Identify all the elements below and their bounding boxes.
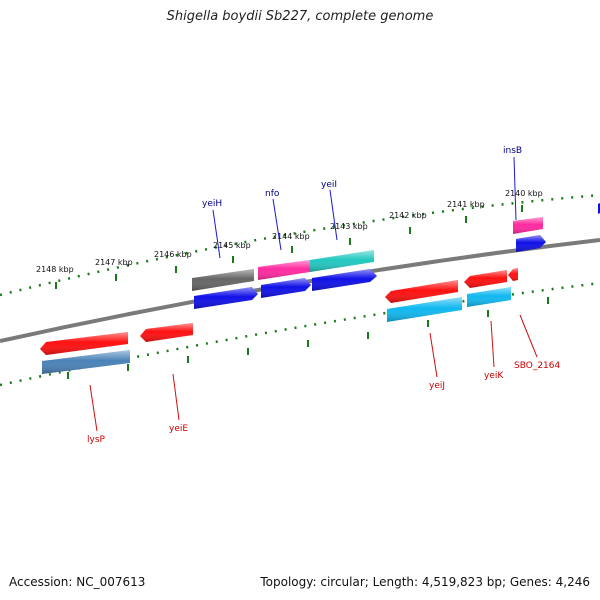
scale-label-2143: 2143 kbp: [330, 222, 368, 231]
feature-insB-gene-shade: [513, 217, 543, 234]
reverse-features: [40, 268, 518, 374]
feature-yeiI-cds-shade: [312, 269, 377, 291]
scale-label-2140: 2140 kbp: [505, 189, 543, 198]
feature-insB-cds-shade: [516, 235, 546, 252]
scale-label-2147: 2147 kbp: [95, 258, 133, 267]
feature-SBO_2164-gene-shade: [508, 268, 518, 281]
feature-yeiJ-gene-shade: [385, 280, 458, 303]
gene-label-yeiE[interactable]: yeiE: [169, 424, 188, 434]
scale-label-2146: 2146 kbp: [154, 250, 192, 259]
gene-label-yeiJ[interactable]: yeiJ: [429, 381, 445, 391]
scale-label-2145: 2145 kbp: [213, 241, 251, 250]
feature-yeiH-gene-shade: [192, 269, 254, 291]
feature-nfo-gene-shade: [258, 260, 310, 280]
gene-label-yeiH[interactable]: yeiH: [202, 199, 222, 209]
gene-label-SBO_2164[interactable]: SBO_2164: [514, 361, 560, 371]
scale-label-2148: 2148 kbp: [36, 265, 74, 274]
feature-lysP-cds-shade: [42, 350, 130, 374]
forward-features: [192, 203, 600, 309]
feature-yeiI-gene-shade: [310, 250, 374, 272]
gene-label-yeiK[interactable]: yeiK: [484, 371, 504, 381]
gene-label-nfo[interactable]: nfo: [265, 189, 280, 199]
feature-nfo-cds-shade: [261, 278, 311, 298]
gene-label-insB[interactable]: insB: [503, 146, 522, 156]
feature-yeiE-gene-shade: [140, 323, 193, 342]
topology-summary-text: Topology: circular; Length: 4,519,823 bp…: [260, 575, 590, 589]
forward-label-leaders: [212, 156, 517, 259]
feature-lysP-gene-shade: [40, 332, 128, 355]
outer-major-ticks: [55, 205, 523, 289]
feature-yeiH-cds-shade: [194, 287, 258, 309]
gene-label-yeiI[interactable]: yeiI: [321, 180, 337, 190]
accession-text: Accession: NC_007613: [9, 575, 146, 589]
feature-yeiK-gene-shade: [464, 270, 507, 288]
feature-yeiJ-cds-shade: [387, 297, 462, 322]
scale-label-2142: 2142 kbp: [389, 211, 427, 220]
scale-label-2144: 2144 kbp: [272, 232, 310, 241]
reverse-label-leaders: [89, 314, 538, 432]
feature-yeiK-cds-shade: [467, 287, 511, 307]
gene-label-lysP[interactable]: lysP: [87, 435, 106, 445]
map-title: Shigella boydii Sb227, complete genome: [166, 9, 434, 24]
scale-label-2141: 2141 kbp: [447, 200, 485, 209]
inner-major-ticks: [67, 297, 549, 379]
